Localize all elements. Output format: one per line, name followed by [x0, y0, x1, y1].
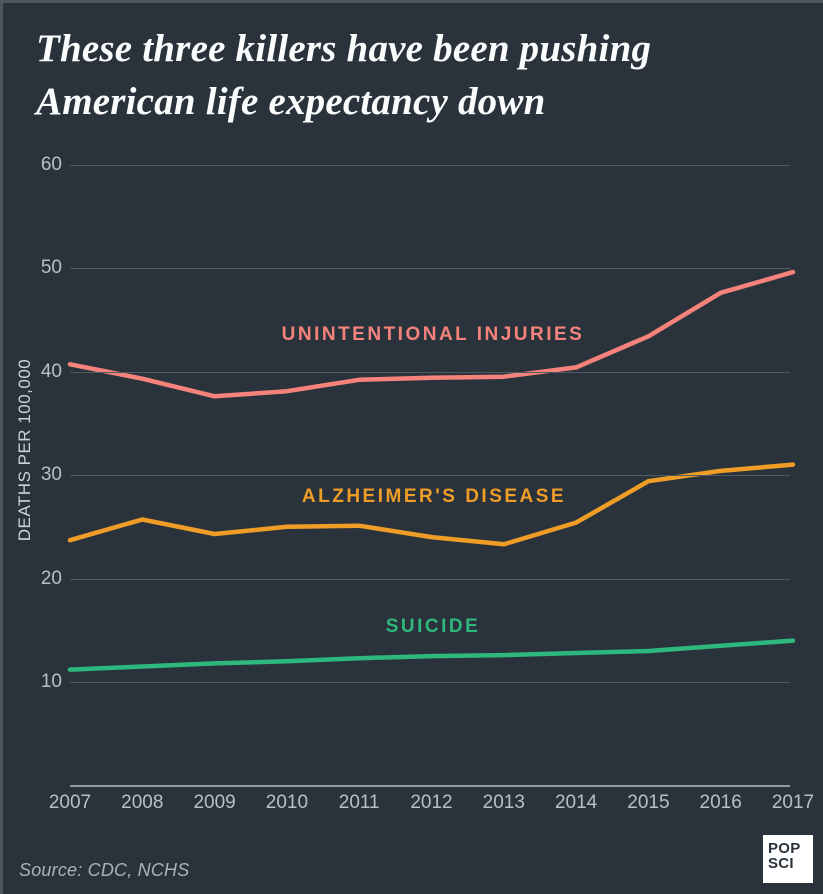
series-label-suicide: SUICIDE: [385, 616, 481, 637]
chart-title: These three killers have been pushing Am…: [36, 22, 651, 128]
popsci-logo: POP SCI: [763, 835, 813, 883]
series-line-suicide: [67, 638, 796, 672]
popsci-logo-text-pop: POP: [768, 840, 801, 857]
y-tick-label-10: 10: [40, 671, 62, 692]
gridline-y-10: [70, 682, 790, 683]
series-line-unintentional-injuries: [67, 269, 796, 399]
x-tick-label-2015: 2015: [627, 792, 670, 813]
gridline-y-50: [70, 268, 790, 269]
x-axis-line: [70, 785, 790, 787]
x-tick-label-2011: 2011: [338, 792, 380, 813]
x-tick-label-2008: 2008: [121, 792, 164, 813]
series-label-alzheimers-disease: ALZHEIMER'S DISEASE: [301, 486, 567, 507]
x-tick-label-2009: 2009: [193, 792, 236, 813]
series-label-unintentional-injuries: UNINTENTIONAL INJURIES: [281, 324, 585, 345]
y-tick-label-20: 20: [40, 567, 62, 589]
gridline-y-20: [70, 578, 790, 580]
gridline-y-60: [70, 164, 790, 166]
y-tick-label-30: 30: [40, 464, 62, 485]
x-tick-label-2012: 2012: [410, 792, 453, 813]
gridline-y-40: [70, 371, 790, 373]
source-credit: Source: CDC, NCHS: [19, 860, 190, 880]
chart-title-line2: American life expectancy down: [36, 80, 546, 123]
x-tick-label-2010: 2010: [265, 792, 309, 813]
x-tick-label-2007: 2007: [48, 792, 92, 813]
y-tick-label-40: 40: [40, 360, 62, 382]
y-tick-label-50: 50: [40, 257, 62, 278]
chart-title-line1: These three killers have been pushing: [36, 27, 652, 70]
popsci-logo-text-sci: SCI: [768, 855, 794, 872]
x-tick-label-2016: 2016: [699, 792, 742, 813]
x-tick-label-2017: 2017: [771, 792, 815, 813]
y-tick-label-60: 60: [40, 153, 62, 175]
gridline-y-30: [70, 475, 790, 476]
x-tick-label-2013: 2013: [482, 792, 525, 813]
x-tick-label-2014: 2014: [554, 792, 598, 813]
series-line-alzheimer-s-disease: [67, 462, 796, 547]
